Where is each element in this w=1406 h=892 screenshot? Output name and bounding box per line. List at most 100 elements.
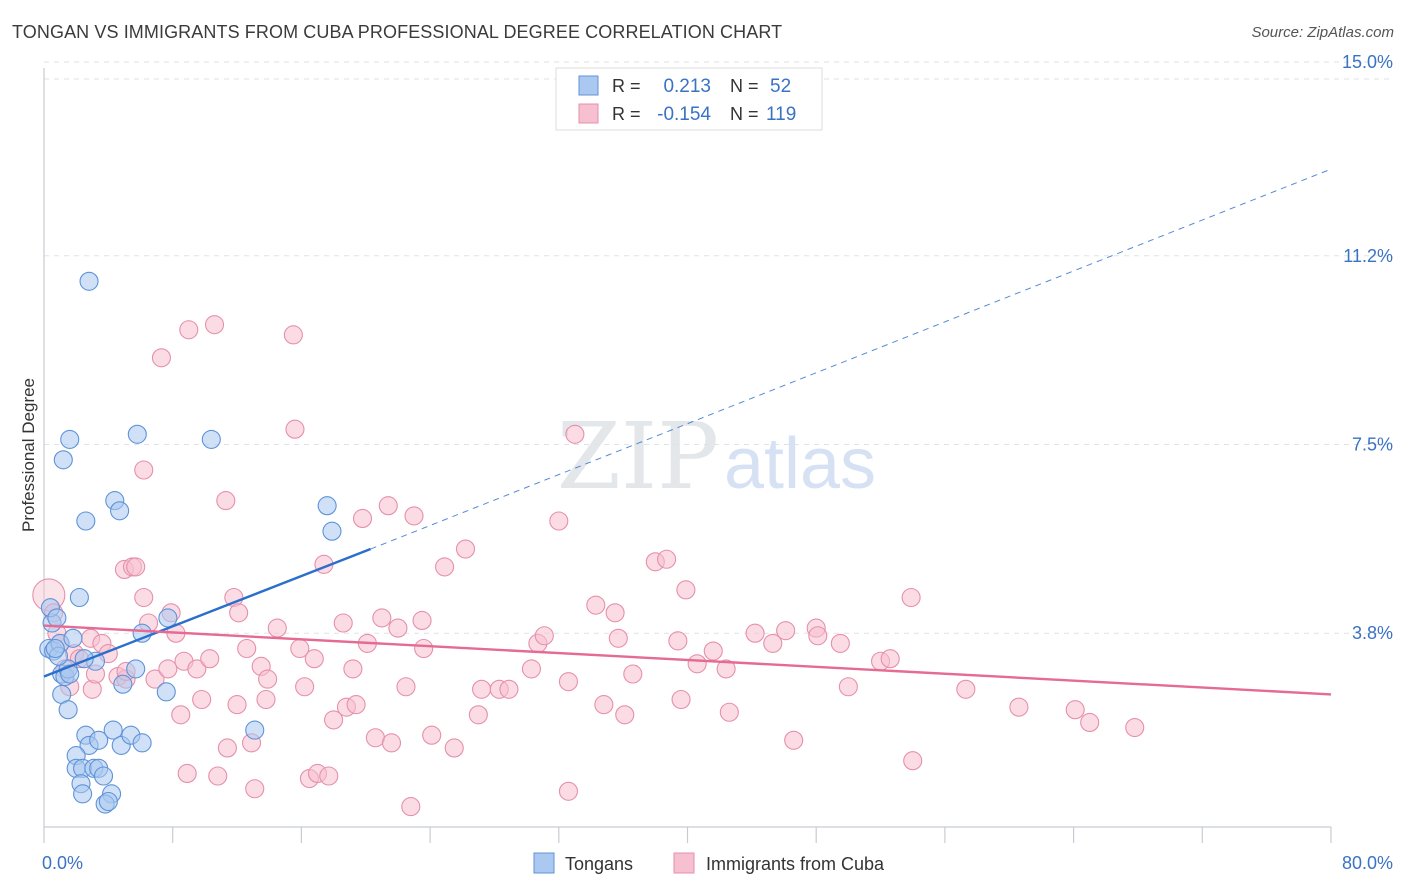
cuba-point-101 bbox=[703, 641, 723, 661]
legend-swatch-tongans bbox=[533, 852, 555, 874]
cuba-point-34 bbox=[204, 315, 225, 335]
x-tick-label-min: 0.0% bbox=[42, 853, 83, 873]
chart-title: TONGAN VS IMMIGRANTS FROM CUBA PROFESSIO… bbox=[12, 22, 783, 42]
cuba-point-23 bbox=[151, 348, 171, 368]
cuba-point-84 bbox=[534, 626, 554, 646]
cuba-point-103 bbox=[719, 702, 739, 722]
cuba-point-88 bbox=[558, 781, 579, 801]
cuba-point-92 bbox=[608, 628, 628, 648]
cuba-point-24 bbox=[158, 659, 178, 679]
tongan-point-31 bbox=[132, 733, 152, 753]
cuba-point-47 bbox=[267, 618, 287, 638]
blue-trendline-extension bbox=[370, 168, 1332, 550]
cuba-point-78 bbox=[468, 705, 488, 725]
cuba-point-97 bbox=[668, 631, 688, 651]
tongan-point-28 bbox=[103, 720, 123, 740]
cuba-point-35 bbox=[208, 766, 228, 786]
cuba-point-90 bbox=[594, 695, 614, 715]
cuba-point-79 bbox=[472, 679, 492, 699]
cuba-point-43 bbox=[245, 779, 265, 799]
cuba-point-61 bbox=[346, 695, 366, 715]
cuba-point-53 bbox=[304, 649, 324, 669]
legend-label-tongans: Tongans bbox=[565, 854, 633, 874]
cuba-point-49 bbox=[283, 325, 303, 345]
cuba-point-104 bbox=[745, 623, 765, 643]
cuba-point-93 bbox=[615, 705, 635, 725]
stats-swatch-blue bbox=[578, 75, 599, 96]
legend-swatch-cuba bbox=[673, 852, 695, 874]
source-label: Source: ZipAtlas.com bbox=[1251, 24, 1394, 41]
legend-label-cuba: Immigrants from Cuba bbox=[706, 854, 885, 874]
cuba-point-17 bbox=[126, 557, 146, 577]
cuba-point-118 bbox=[1065, 700, 1085, 720]
cuba-point-96 bbox=[657, 549, 677, 569]
tongan-point-19 bbox=[110, 501, 130, 521]
cuba-point-99 bbox=[676, 580, 696, 600]
cuba-point-67 bbox=[381, 733, 402, 753]
cuba-point-51 bbox=[295, 677, 315, 697]
cuba-point-62 bbox=[352, 508, 373, 529]
cuba-point-109 bbox=[808, 626, 828, 646]
cuba-point-110 bbox=[830, 633, 850, 653]
tongan-point-14 bbox=[53, 450, 73, 470]
cuba-point-64 bbox=[365, 728, 385, 748]
cuba-point-76 bbox=[444, 738, 464, 758]
cuba-point-106 bbox=[776, 621, 796, 641]
cuba-point-41 bbox=[237, 638, 257, 659]
tongan-point-16 bbox=[76, 511, 96, 531]
cuba-point-120 bbox=[1125, 717, 1145, 738]
y-tick-labels: 3.8% 7.5% 11.2% 15.0% bbox=[1342, 52, 1393, 643]
cuba-point-66 bbox=[378, 496, 398, 516]
tongan-point-39 bbox=[73, 784, 93, 804]
tongan-point-23 bbox=[156, 682, 176, 702]
tongan-point-12 bbox=[63, 628, 83, 648]
tongan-point-44 bbox=[245, 720, 265, 740]
cuba-point-30 bbox=[179, 320, 199, 340]
cuba-point-117 bbox=[1009, 697, 1029, 717]
cuba-point-89 bbox=[586, 595, 606, 615]
cuba-point-71 bbox=[404, 506, 424, 526]
cuba-point-58 bbox=[333, 613, 353, 633]
trendlines bbox=[43, 168, 1332, 696]
tongan-point-43 bbox=[201, 429, 221, 449]
cuba-point-72 bbox=[412, 610, 432, 631]
cuba-point-19 bbox=[134, 460, 154, 480]
cuba-point-100 bbox=[687, 654, 707, 674]
cuba-point-46 bbox=[258, 669, 278, 689]
cuba-point-56 bbox=[319, 766, 339, 786]
cuba-point-77 bbox=[455, 539, 476, 559]
cuba-point-115 bbox=[903, 751, 923, 771]
cuba-point-48 bbox=[285, 419, 305, 439]
cuba-point-33 bbox=[200, 649, 220, 669]
tongan-point-46 bbox=[322, 521, 342, 541]
cuba-point-69 bbox=[396, 677, 416, 697]
y-tick-label-2: 11.2% bbox=[1343, 246, 1393, 266]
cuba-point-85 bbox=[549, 511, 569, 531]
cuba-point-87 bbox=[565, 424, 585, 444]
tongan-point-11 bbox=[58, 700, 78, 720]
tongan-point-27 bbox=[89, 730, 109, 750]
stats-n-label-pink: N = bbox=[730, 104, 759, 124]
cuba-point-36 bbox=[216, 491, 236, 511]
stats-swatch-pink bbox=[578, 103, 599, 124]
y-tick-label-1: 7.5% bbox=[1352, 435, 1393, 455]
watermark-atlas: atlas bbox=[724, 424, 876, 504]
tongan-point-15 bbox=[60, 429, 80, 449]
stats-n-value-pink: 119 bbox=[766, 104, 796, 125]
cuba-point-94 bbox=[623, 664, 643, 684]
cuba-point-102 bbox=[716, 659, 736, 679]
cuba-point-73 bbox=[414, 638, 434, 659]
blue-points bbox=[39, 271, 342, 814]
tongan-point-13 bbox=[69, 587, 89, 608]
cuba-point-27 bbox=[171, 705, 191, 725]
tongan-point-17 bbox=[79, 271, 99, 291]
stats-r-label-blue: R = bbox=[612, 76, 641, 96]
cuba-point-45 bbox=[256, 689, 276, 710]
tongan-point-45 bbox=[317, 496, 337, 516]
gridlines bbox=[44, 61, 1392, 634]
cuba-point-70 bbox=[401, 797, 421, 817]
cuba-point-29 bbox=[177, 763, 197, 784]
cuba-point-116 bbox=[956, 679, 976, 699]
blue-trendline bbox=[43, 547, 372, 678]
